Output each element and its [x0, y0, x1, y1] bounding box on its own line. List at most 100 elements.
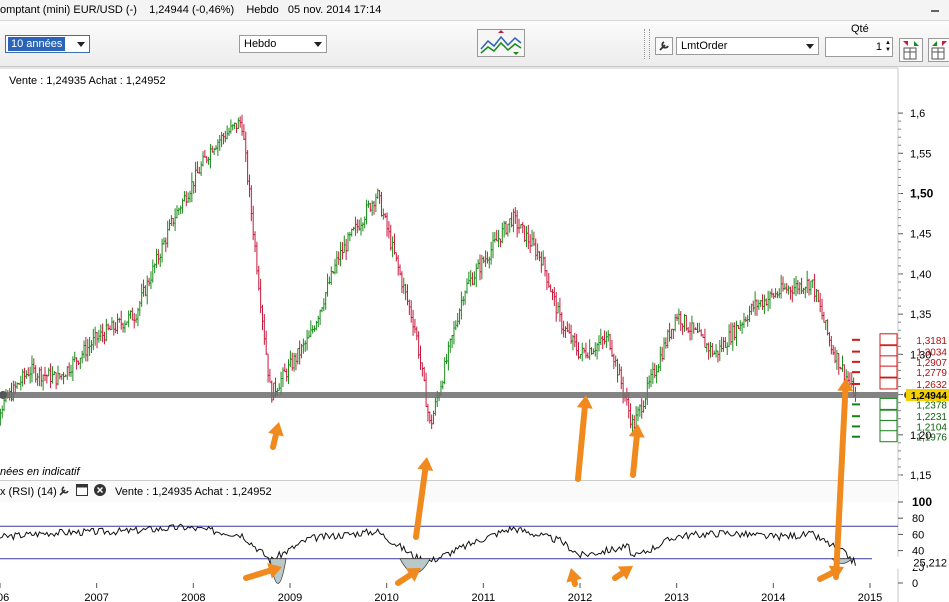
year-tick-label: 2009 [278, 592, 302, 602]
indicative-note: nées en indicatif [0, 466, 80, 478]
chevron-down-icon [314, 42, 322, 47]
rsi-tick-label: 40 [912, 546, 924, 558]
price-tick-label: 1,55 [910, 148, 931, 160]
order-type-value: LmtOrder [681, 40, 728, 52]
price-line-handle[interactable] [0, 391, 7, 400]
annotation-arrow [270, 431, 279, 450]
buy-level-label: 1,2378 [916, 400, 947, 411]
annotation-arrowhead [566, 568, 582, 583]
price-tick-label: 1,6 [910, 108, 925, 120]
sell-level-box[interactable] [879, 345, 898, 358]
buy-order-icon[interactable] [928, 38, 949, 62]
order-type-select[interactable]: LmtOrder [676, 37, 819, 55]
current-price-label: 1,24944 [911, 391, 948, 402]
annotation-arrow [413, 466, 429, 540]
annotation-arrowhead [617, 566, 633, 580]
chevron-down-icon [806, 44, 814, 49]
price-tick-label: 1,50 [910, 187, 934, 201]
rsi-line [0, 523, 856, 566]
rsi-tick-label: 80 [912, 513, 924, 525]
annotation-arrow [571, 577, 578, 587]
frequency-value: Hebdo [244, 38, 277, 50]
wrench-icon[interactable] [655, 37, 673, 55]
close-icon[interactable] [94, 484, 106, 496]
price-tick-label: 1,30 [910, 349, 931, 361]
annotation-arrow [575, 404, 588, 482]
year-tick-label: 2012 [568, 592, 592, 602]
chart-indicator-icon[interactable] [477, 29, 525, 57]
rsi-tick-label: 0 [912, 578, 918, 590]
rsi-current-badge [872, 556, 920, 569]
sell-level-label: 1,2632 [916, 380, 947, 391]
annotation-arrowhead [576, 395, 593, 409]
buy-level-box[interactable] [879, 419, 898, 432]
period-select[interactable]: 10 années [5, 35, 90, 53]
price-chart: Vente : 1,24935 Achat : 1,24952 nées en … [0, 67, 949, 602]
year-tick-label: 2014 [761, 592, 785, 602]
annotation-arrow [833, 387, 849, 580]
year-tick-label: 2015 [858, 592, 882, 602]
price-tick-label: 1,20 [910, 430, 931, 442]
year-tick-label: 2011 [472, 592, 496, 602]
price-tick-label: 1,35 [910, 309, 931, 321]
price-tick-label: 1,45 [910, 229, 931, 241]
rsi-tick-label: 60 [912, 529, 924, 541]
rsi-quote: Vente : 1,24935 Achat : 1,24952 [115, 486, 272, 498]
toolbar-handle [644, 29, 650, 59]
rsi-header-bar [0, 481, 898, 502]
title-bar: omptant (mini) EUR/USD (-) 1,24944 (-0,4… [0, 0, 949, 21]
annotation-arrowhead [267, 563, 282, 579]
chart-background [0, 67, 949, 602]
sell-level-box[interactable] [879, 365, 898, 378]
window-icon[interactable] [76, 484, 88, 496]
toolbar: 10 années Hebdo LmtOrder Qté 1 ▲ ▼ [0, 21, 949, 67]
chevron-down-icon [77, 42, 85, 47]
annotation-arrowhead [417, 457, 434, 471]
wrench-icon[interactable] [59, 486, 69, 496]
sell-level-box[interactable] [879, 333, 898, 346]
qty-label: Qté [851, 23, 869, 35]
qty-value: 1 [875, 41, 882, 53]
sell-level-label: 1,2907 [916, 358, 947, 369]
sell-order-icon[interactable] [899, 38, 923, 62]
buy-level-box[interactable] [879, 397, 898, 410]
frequency-select[interactable]: Hebdo [239, 35, 327, 53]
sell-level-box[interactable] [879, 355, 898, 368]
annotation-arrowhead [628, 424, 645, 438]
sell-level-label: 1,3034 [916, 348, 947, 359]
minimize-icon[interactable] [929, 2, 941, 14]
stepper-arrows-icon[interactable]: ▲ ▼ [885, 40, 891, 53]
year-tick-label: 006 [0, 592, 9, 602]
price-tick-label: 1,15 [910, 470, 931, 482]
annotation-arrowhead [828, 565, 844, 580]
year-tick-label: 2010 [374, 592, 398, 602]
annotation-arrowhead [268, 422, 284, 437]
buy-level-label: 1,1976 [916, 433, 947, 444]
rsi-current-label: 25,212 [913, 558, 947, 570]
main-quote: Vente : 1,24935 Achat : 1,24952 [9, 75, 166, 87]
price-tick-label: 1,40 [910, 269, 931, 281]
buy-level-box[interactable] [879, 409, 898, 422]
annotation-arrow [243, 567, 273, 581]
annotation-arrowhead [837, 378, 854, 392]
buy-level-box[interactable] [879, 430, 898, 443]
annotation-arrow [817, 569, 836, 582]
annotation-arrow [395, 572, 414, 586]
sell-level-label: 1,2779 [916, 368, 947, 379]
year-tick-label: 2007 [84, 592, 108, 602]
year-tick-label: 2013 [664, 592, 688, 602]
window-title: omptant (mini) EUR/USD (-) 1,24944 (-0,4… [0, 4, 382, 16]
rsi-label: x (RSI) (14) [0, 486, 57, 498]
period-value: 10 années [8, 37, 66, 51]
annotation-arrowhead [405, 568, 421, 582]
qty-stepper[interactable]: 1 ▲ ▼ [825, 37, 893, 57]
buy-level-label: 1,2104 [916, 422, 947, 433]
sell-level-box[interactable] [879, 377, 898, 390]
buy-level-label: 1,2231 [916, 412, 947, 423]
year-tick-label: 2008 [181, 592, 205, 602]
rsi-tick-label: 100 [912, 495, 932, 509]
annotation-arrow [612, 570, 626, 581]
current-price-badge [906, 389, 949, 402]
annotation-arrow [630, 433, 640, 478]
sell-level-label: 1,3181 [916, 336, 947, 347]
